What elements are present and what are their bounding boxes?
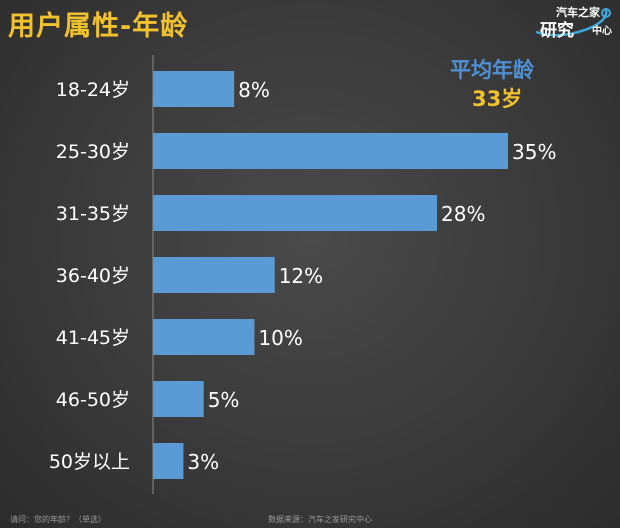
category-label: 41-45岁 [56, 327, 130, 349]
logo-line1: 汽车之家 [556, 6, 600, 19]
category-label: 25-30岁 [56, 141, 130, 163]
bar [153, 71, 235, 107]
category-label: 18-24岁 [56, 79, 130, 101]
survey-question: 请问：您的年龄？（单选） [10, 515, 106, 524]
value-label: 5% [208, 388, 240, 412]
value-label: 12% [279, 264, 323, 288]
bar [153, 257, 275, 293]
category-label: 31-35岁 [56, 203, 130, 225]
brand-logo: 汽车之家 研究 中心 [530, 4, 614, 41]
value-label: 3% [187, 450, 219, 474]
category-label: 36-40岁 [56, 265, 130, 287]
value-label: 28% [441, 202, 485, 226]
data-source: 数据来源：汽车之家研究中心 [268, 515, 372, 524]
bar [153, 443, 184, 479]
category-label: 46-50岁 [56, 389, 130, 411]
value-label: 10% [258, 326, 302, 350]
bar [153, 195, 437, 231]
logo-line3: 中心 [592, 26, 612, 37]
average-age-value: 33岁 [472, 87, 523, 111]
bar [153, 319, 255, 355]
value-label: 35% [512, 140, 556, 164]
page-title: 用户属性-年龄 [8, 11, 189, 42]
average-age-label: 平均年龄 [450, 58, 534, 82]
logo-line2: 研究 [540, 21, 574, 41]
category-label: 50岁以上 [49, 451, 130, 473]
bar [153, 133, 508, 169]
value-label: 8% [238, 78, 270, 102]
bar [153, 381, 204, 417]
logo-swirl-icon [535, 8, 611, 37]
